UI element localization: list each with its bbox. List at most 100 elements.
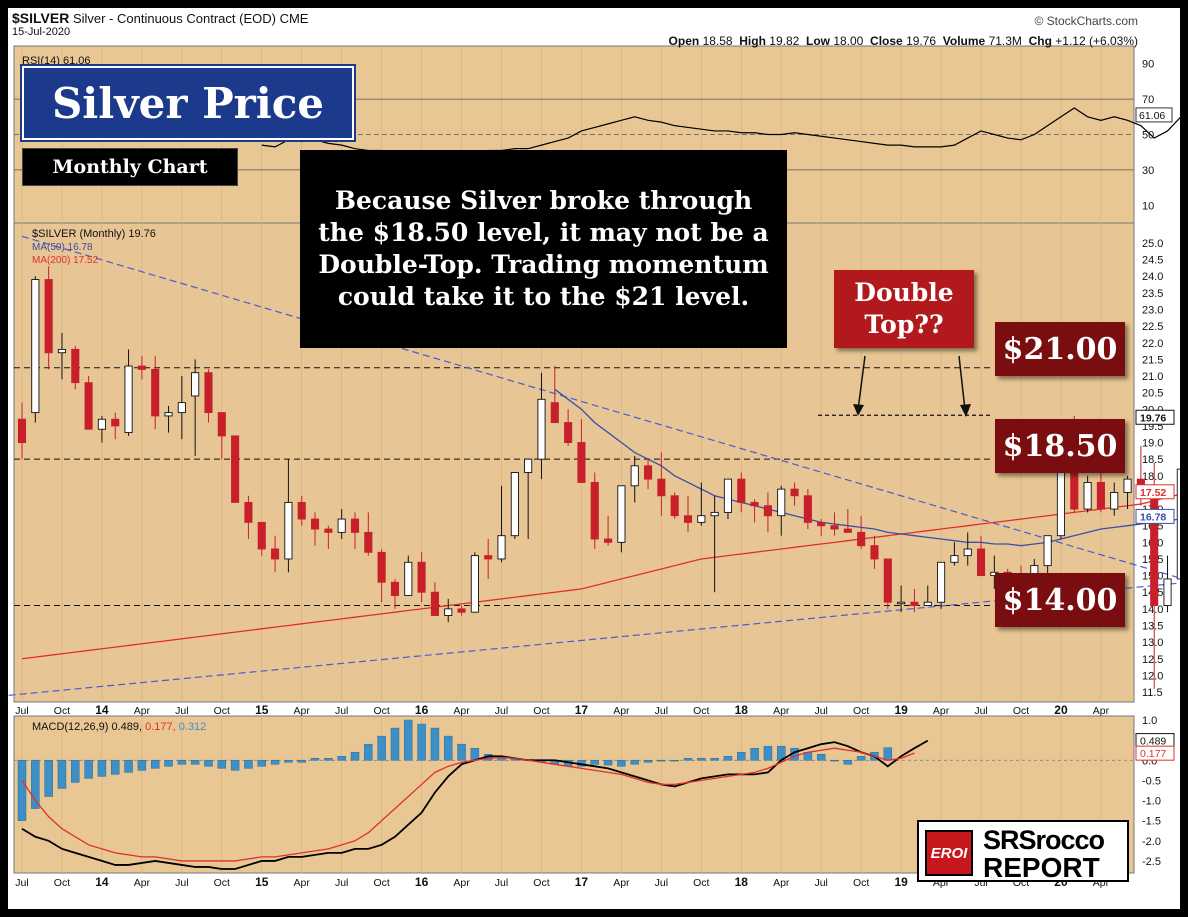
macd-hist-bar bbox=[44, 760, 53, 797]
annotation-box: Because Silver broke through the $18.50 … bbox=[300, 150, 787, 348]
rsi-y-tick: 70 bbox=[1142, 94, 1154, 106]
macd-hist-bar bbox=[190, 760, 200, 765]
ma200-legend: MA(200) 17.52 bbox=[32, 255, 99, 266]
close-value: 19.76 bbox=[906, 34, 937, 48]
candle-body bbox=[324, 528, 333, 533]
x-tick-label: Jul bbox=[15, 705, 28, 717]
candle-body bbox=[590, 482, 599, 540]
candle-body bbox=[217, 412, 226, 437]
macd-hist-bar bbox=[137, 760, 147, 771]
macd-hist-bar bbox=[883, 747, 893, 761]
x-tick-label: Apr bbox=[773, 705, 790, 717]
macd-hist-bar bbox=[17, 760, 27, 821]
price-title: $SILVER (Monthly) 19.76 bbox=[32, 228, 156, 240]
macd-hist-bar bbox=[816, 753, 826, 761]
level-21-box: $21.00 bbox=[995, 322, 1125, 376]
candle-body bbox=[1110, 491, 1119, 510]
price-y-tick: 24.5 bbox=[1142, 255, 1163, 267]
candle-body bbox=[537, 398, 546, 460]
candle-body bbox=[843, 528, 852, 533]
logo-line1: SRSrocco bbox=[983, 825, 1105, 855]
rsi-y-tick: 30 bbox=[1142, 165, 1154, 177]
candle-body bbox=[430, 591, 439, 616]
macd-hist-bar bbox=[443, 735, 453, 761]
x-tick-label-macd: 17 bbox=[575, 875, 589, 889]
price-y-tick: 20.5 bbox=[1142, 388, 1163, 400]
candle-body bbox=[177, 402, 186, 414]
open-label: Open bbox=[668, 34, 700, 48]
volume-value: 71.3M bbox=[988, 34, 1022, 48]
x-tick-label-macd: Jul bbox=[15, 877, 28, 889]
last-price-label-box bbox=[1135, 409, 1175, 425]
candle-body bbox=[750, 501, 759, 507]
candle-body bbox=[31, 279, 40, 414]
macd-hist-bar bbox=[670, 760, 679, 762]
candle-body bbox=[617, 485, 626, 543]
candle-body bbox=[484, 555, 493, 560]
macd-hist-bar bbox=[763, 745, 773, 761]
x-tick-label: 16 bbox=[415, 703, 429, 717]
macd-hist-bar bbox=[57, 760, 67, 789]
macd-series-signal bbox=[21, 747, 915, 862]
x-tick-label: Apr bbox=[933, 705, 950, 717]
macd-hist-bar bbox=[270, 760, 280, 765]
candle-body bbox=[310, 518, 320, 530]
macd-hist-bar bbox=[843, 760, 853, 765]
candle-body bbox=[723, 478, 733, 513]
price-y-tick: 21.0 bbox=[1142, 371, 1163, 383]
x-tick-label: Jul bbox=[974, 705, 987, 717]
candle-body bbox=[937, 561, 946, 603]
macd-hist-bar bbox=[856, 756, 866, 761]
signal-last-value: 0.177 bbox=[1140, 748, 1166, 760]
macd-hist-bar bbox=[590, 760, 600, 765]
double-top-arrowhead-right bbox=[960, 404, 971, 417]
x-tick-label-macd: Jul bbox=[814, 877, 827, 889]
macd-title-hist: 0.312 bbox=[179, 721, 207, 733]
candle-body bbox=[137, 365, 146, 370]
candle-body bbox=[444, 608, 453, 616]
rsi-y-tick: 50 bbox=[1142, 130, 1154, 142]
macd-hist-bar bbox=[737, 751, 746, 761]
macd-hist-bar bbox=[337, 756, 346, 761]
macd-hist-bar bbox=[377, 735, 386, 761]
x-tick-label: Apr bbox=[294, 705, 311, 717]
macd-y-tick: -2.0 bbox=[1142, 836, 1161, 848]
price-y-tick: 18.5 bbox=[1142, 454, 1163, 466]
candle-body bbox=[497, 535, 506, 560]
macd-hist-bar bbox=[97, 760, 107, 777]
candle-body bbox=[377, 551, 386, 583]
macd-title-signal: 0.177, bbox=[145, 721, 179, 733]
x-tick-label: Apr bbox=[453, 705, 470, 717]
macd-hist-bar bbox=[257, 760, 267, 767]
x-tick-label-macd: Jul bbox=[655, 877, 668, 889]
candle-body bbox=[883, 558, 892, 603]
candle-body bbox=[870, 545, 879, 560]
x-tick-label: Oct bbox=[54, 705, 70, 717]
macd-hist-bar bbox=[430, 727, 440, 761]
x-tick-label: Jul bbox=[655, 705, 668, 717]
x-tick-label: Oct bbox=[373, 705, 389, 717]
x-tick-label: 14 bbox=[95, 703, 109, 717]
candle-body bbox=[404, 561, 413, 597]
macd-hist-bar bbox=[697, 758, 706, 761]
macd-hist-bar bbox=[124, 760, 133, 773]
x-tick-label: 15 bbox=[255, 703, 269, 717]
candle-body bbox=[470, 555, 479, 613]
macd-hist-bar bbox=[710, 758, 719, 761]
macd-hist-bar bbox=[164, 760, 173, 767]
x-tick-label: Oct bbox=[533, 705, 549, 717]
ma200-line bbox=[21, 492, 1188, 660]
close-label: Close bbox=[870, 34, 903, 48]
price-y-tick: 18.0 bbox=[1142, 471, 1163, 483]
x-tick-label: Jul bbox=[335, 705, 348, 717]
macd-title: MACD(12,26,9) 0.489, 0.177, 0.312 bbox=[32, 721, 206, 733]
candle-body bbox=[97, 418, 106, 430]
x-tick-label: Apr bbox=[134, 705, 151, 717]
candle-body bbox=[923, 601, 932, 606]
macd-hist-bar bbox=[457, 743, 466, 761]
macd-y-tick: -2.5 bbox=[1142, 856, 1161, 868]
macd-hist-bar bbox=[217, 760, 227, 769]
x-tick-label: Jul bbox=[495, 705, 508, 717]
macd-hist-bar bbox=[110, 760, 120, 775]
macd-hist-bar bbox=[390, 727, 400, 761]
